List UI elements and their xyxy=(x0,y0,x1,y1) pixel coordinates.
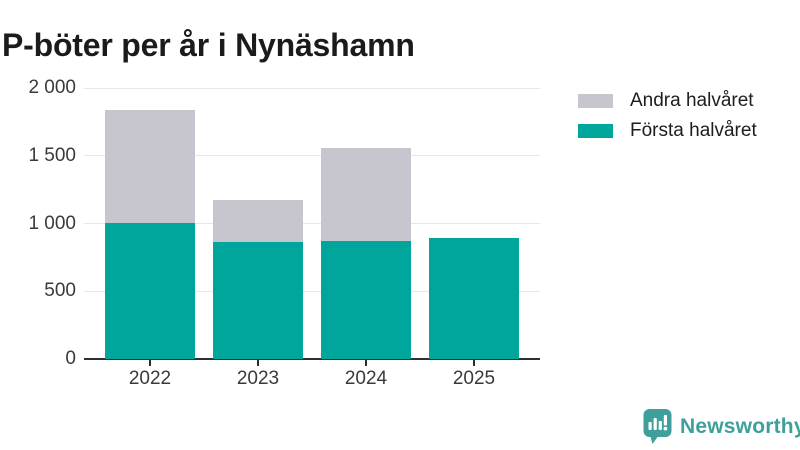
y-axis-tick-label: 1 500 xyxy=(28,144,76,166)
newsworthy-logo-text: Newsworthy xyxy=(680,414,800,438)
y-axis-tick-label: 2 000 xyxy=(28,77,76,98)
x-axis-tick-2022 xyxy=(149,360,151,366)
y-axis-tick-label: 500 xyxy=(44,280,76,302)
legend-item: Andra halvåret xyxy=(578,91,757,110)
bar-2024-forsta-halvaret xyxy=(321,241,411,359)
legend: Andra halvåret Första halvåret xyxy=(578,91,757,151)
x-axis-tick-2023 xyxy=(257,360,259,366)
legend-item: Första halvåret xyxy=(578,121,757,140)
bar-2023-forsta-halvaret xyxy=(213,242,303,359)
bar-2023-andra-halvaret xyxy=(213,199,303,243)
legend-label: Andra halvåret xyxy=(630,90,754,111)
x-axis-tick-2024 xyxy=(365,360,367,366)
x-axis-tick-label-2023: 2023 xyxy=(236,368,280,389)
x-axis-tick-2025 xyxy=(473,360,475,366)
legend-swatch xyxy=(578,93,613,108)
y-axis-tick-label: 1 000 xyxy=(28,212,76,234)
gridline-2000 xyxy=(84,87,540,89)
legend-label: Första halvåret xyxy=(630,120,757,141)
newsworthy-logo-icon xyxy=(643,409,672,444)
legend-swatch xyxy=(578,123,613,138)
bar-2022-forsta-halvaret xyxy=(105,222,195,359)
gridline-500 xyxy=(84,290,540,292)
chart-title: P-böter per år i Nynäshamn xyxy=(2,27,415,64)
y-axis-tick-label: 0 xyxy=(65,348,76,369)
gridline-1000 xyxy=(84,223,540,224)
bar-2022-andra-halvaret xyxy=(105,110,195,223)
x-axis-tick-label-2025: 2025 xyxy=(452,368,496,389)
x-axis-tick-label-2022: 2022 xyxy=(128,368,172,389)
gridline-1500 xyxy=(84,155,540,157)
x-axis-tick-label-2024: 2024 xyxy=(344,368,388,389)
newsworthy-logo[interactable]: Newsworthy xyxy=(643,408,800,445)
x-axis-line xyxy=(84,358,540,360)
bar-2025-forsta-halvaret xyxy=(429,237,519,359)
bar-2024-andra-halvaret xyxy=(321,148,411,242)
